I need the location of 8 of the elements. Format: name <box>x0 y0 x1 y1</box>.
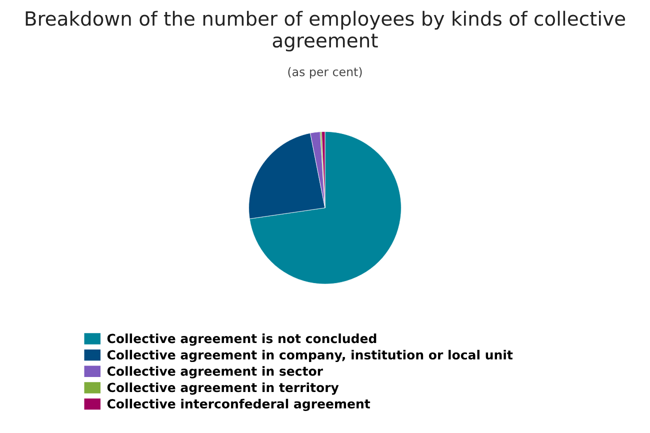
legend-label: Collective agreement is not concluded <box>107 334 376 346</box>
legend-label: Collective agreement in sector <box>107 366 323 378</box>
legend-label: Collective interconfederal agreement <box>107 398 370 412</box>
pie-slice <box>249 131 402 284</box>
chart-subtitle: (as per cent) <box>288 67 362 79</box>
legend-label: Collective agreement in territory <box>107 382 339 395</box>
chart-title: Breakdown of the number of employees by kinds of collective agreement <box>26 10 626 52</box>
legend-label: Collective agreement in company, institution or local unit <box>107 350 513 362</box>
